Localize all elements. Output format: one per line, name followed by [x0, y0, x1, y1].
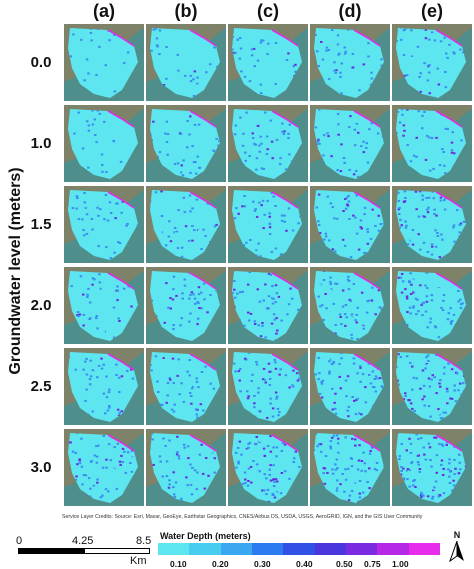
row-label-5: 3.0 — [30, 459, 52, 476]
scale-tick-1: 4.25 — [72, 535, 94, 547]
legend-tick-3: 0.40 — [296, 559, 313, 569]
legend-tick-0: 0.10 — [170, 559, 187, 569]
north-arrow-icon — [449, 540, 464, 563]
scale-unit: Km — [130, 555, 147, 567]
legend-swatch-6 — [345, 543, 378, 555]
map-tile-r3-c2 — [228, 267, 308, 344]
column-label-1: (b) — [174, 1, 198, 21]
legend-tick-6: 1.00 — [392, 559, 409, 569]
map-tile-r3-c4 — [392, 267, 472, 344]
row-label-2: 1.5 — [30, 216, 52, 233]
scale-bar-white — [84, 548, 150, 554]
legend-swatch-8 — [408, 543, 440, 555]
legend-title: Water Depth (meters) — [160, 531, 251, 541]
legend-tick-1: 0.20 — [212, 559, 229, 569]
scale-bar-black — [18, 548, 84, 554]
map-tile-r0-c2 — [228, 24, 308, 101]
legend-swatch-3 — [251, 543, 284, 555]
column-label-3: (d) — [338, 1, 362, 21]
row-label-0: 0.0 — [30, 54, 52, 71]
map-tile-r1-c4 — [392, 105, 472, 182]
map-tile-r0-c3 — [310, 24, 390, 101]
map-tile-r0-c1 — [146, 24, 226, 101]
map-tile-r5-c3 — [310, 429, 390, 506]
row-label-3: 2.0 — [30, 297, 52, 314]
map-tile-r1-c0 — [64, 105, 144, 182]
map-tile-r2-c4 — [392, 186, 472, 263]
y-axis-label: Groundwater level (meters) — [7, 167, 24, 375]
map-tile-r3-c3 — [310, 267, 390, 344]
scale-tick-0: 0 — [16, 535, 23, 547]
map-tile-r1-c3 — [310, 105, 390, 182]
map-tile-r4-c1 — [146, 348, 226, 425]
legend-tick-5: 0.75 — [364, 559, 381, 569]
legend-swatch-5 — [314, 543, 346, 555]
map-tile-r3-c1 — [146, 267, 226, 344]
legend-color-ramp — [158, 543, 440, 555]
legend-swatch-4 — [283, 543, 315, 555]
map-tile-r2-c1 — [146, 186, 226, 263]
column-label-2: (c) — [257, 1, 279, 21]
map-tile-r4-c2 — [228, 348, 308, 425]
legend-tick-2: 0.30 — [254, 559, 271, 569]
map-tile-r5-c0 — [64, 429, 144, 506]
map-tile-r4-c3 — [310, 348, 390, 425]
row-label-4: 2.5 — [30, 378, 52, 395]
map-tile-r2-c0 — [64, 186, 144, 263]
legend-swatch-2 — [220, 543, 252, 555]
map-tile-r3-c0 — [64, 267, 144, 344]
map-tile-r1-c2 — [228, 105, 308, 182]
map-tile-r0-c4 — [392, 24, 472, 101]
scale-tick-2: 8.5 — [136, 535, 152, 547]
map-tile-r0-c0 — [64, 24, 144, 101]
scale-bar — [18, 548, 150, 554]
north-arrow: N — [448, 530, 466, 564]
north-label: N — [453, 530, 461, 540]
service-credits: Service Layer Credits: Source: Esri, Max… — [62, 514, 423, 520]
legend-swatch-0 — [158, 543, 190, 555]
row-label-1: 1.0 — [30, 135, 52, 152]
map-tile-r2-c2 — [228, 186, 308, 263]
map-tile-r1-c1 — [146, 105, 226, 182]
column-label-4: (e) — [421, 1, 443, 21]
legend-swatch-1 — [189, 543, 221, 555]
column-label-0: (a) — [93, 1, 115, 21]
map-tile-r5-c2 — [228, 429, 308, 506]
map-tile-r4-c4 — [392, 348, 472, 425]
legend-tick-4: 0.50 — [336, 559, 353, 569]
map-tile-r5-c4 — [392, 429, 472, 506]
map-tile-r5-c1 — [146, 429, 226, 506]
legend-swatch-7 — [377, 543, 409, 555]
map-tile-r4-c0 — [64, 348, 144, 425]
map-tile-r2-c3 — [310, 186, 390, 263]
